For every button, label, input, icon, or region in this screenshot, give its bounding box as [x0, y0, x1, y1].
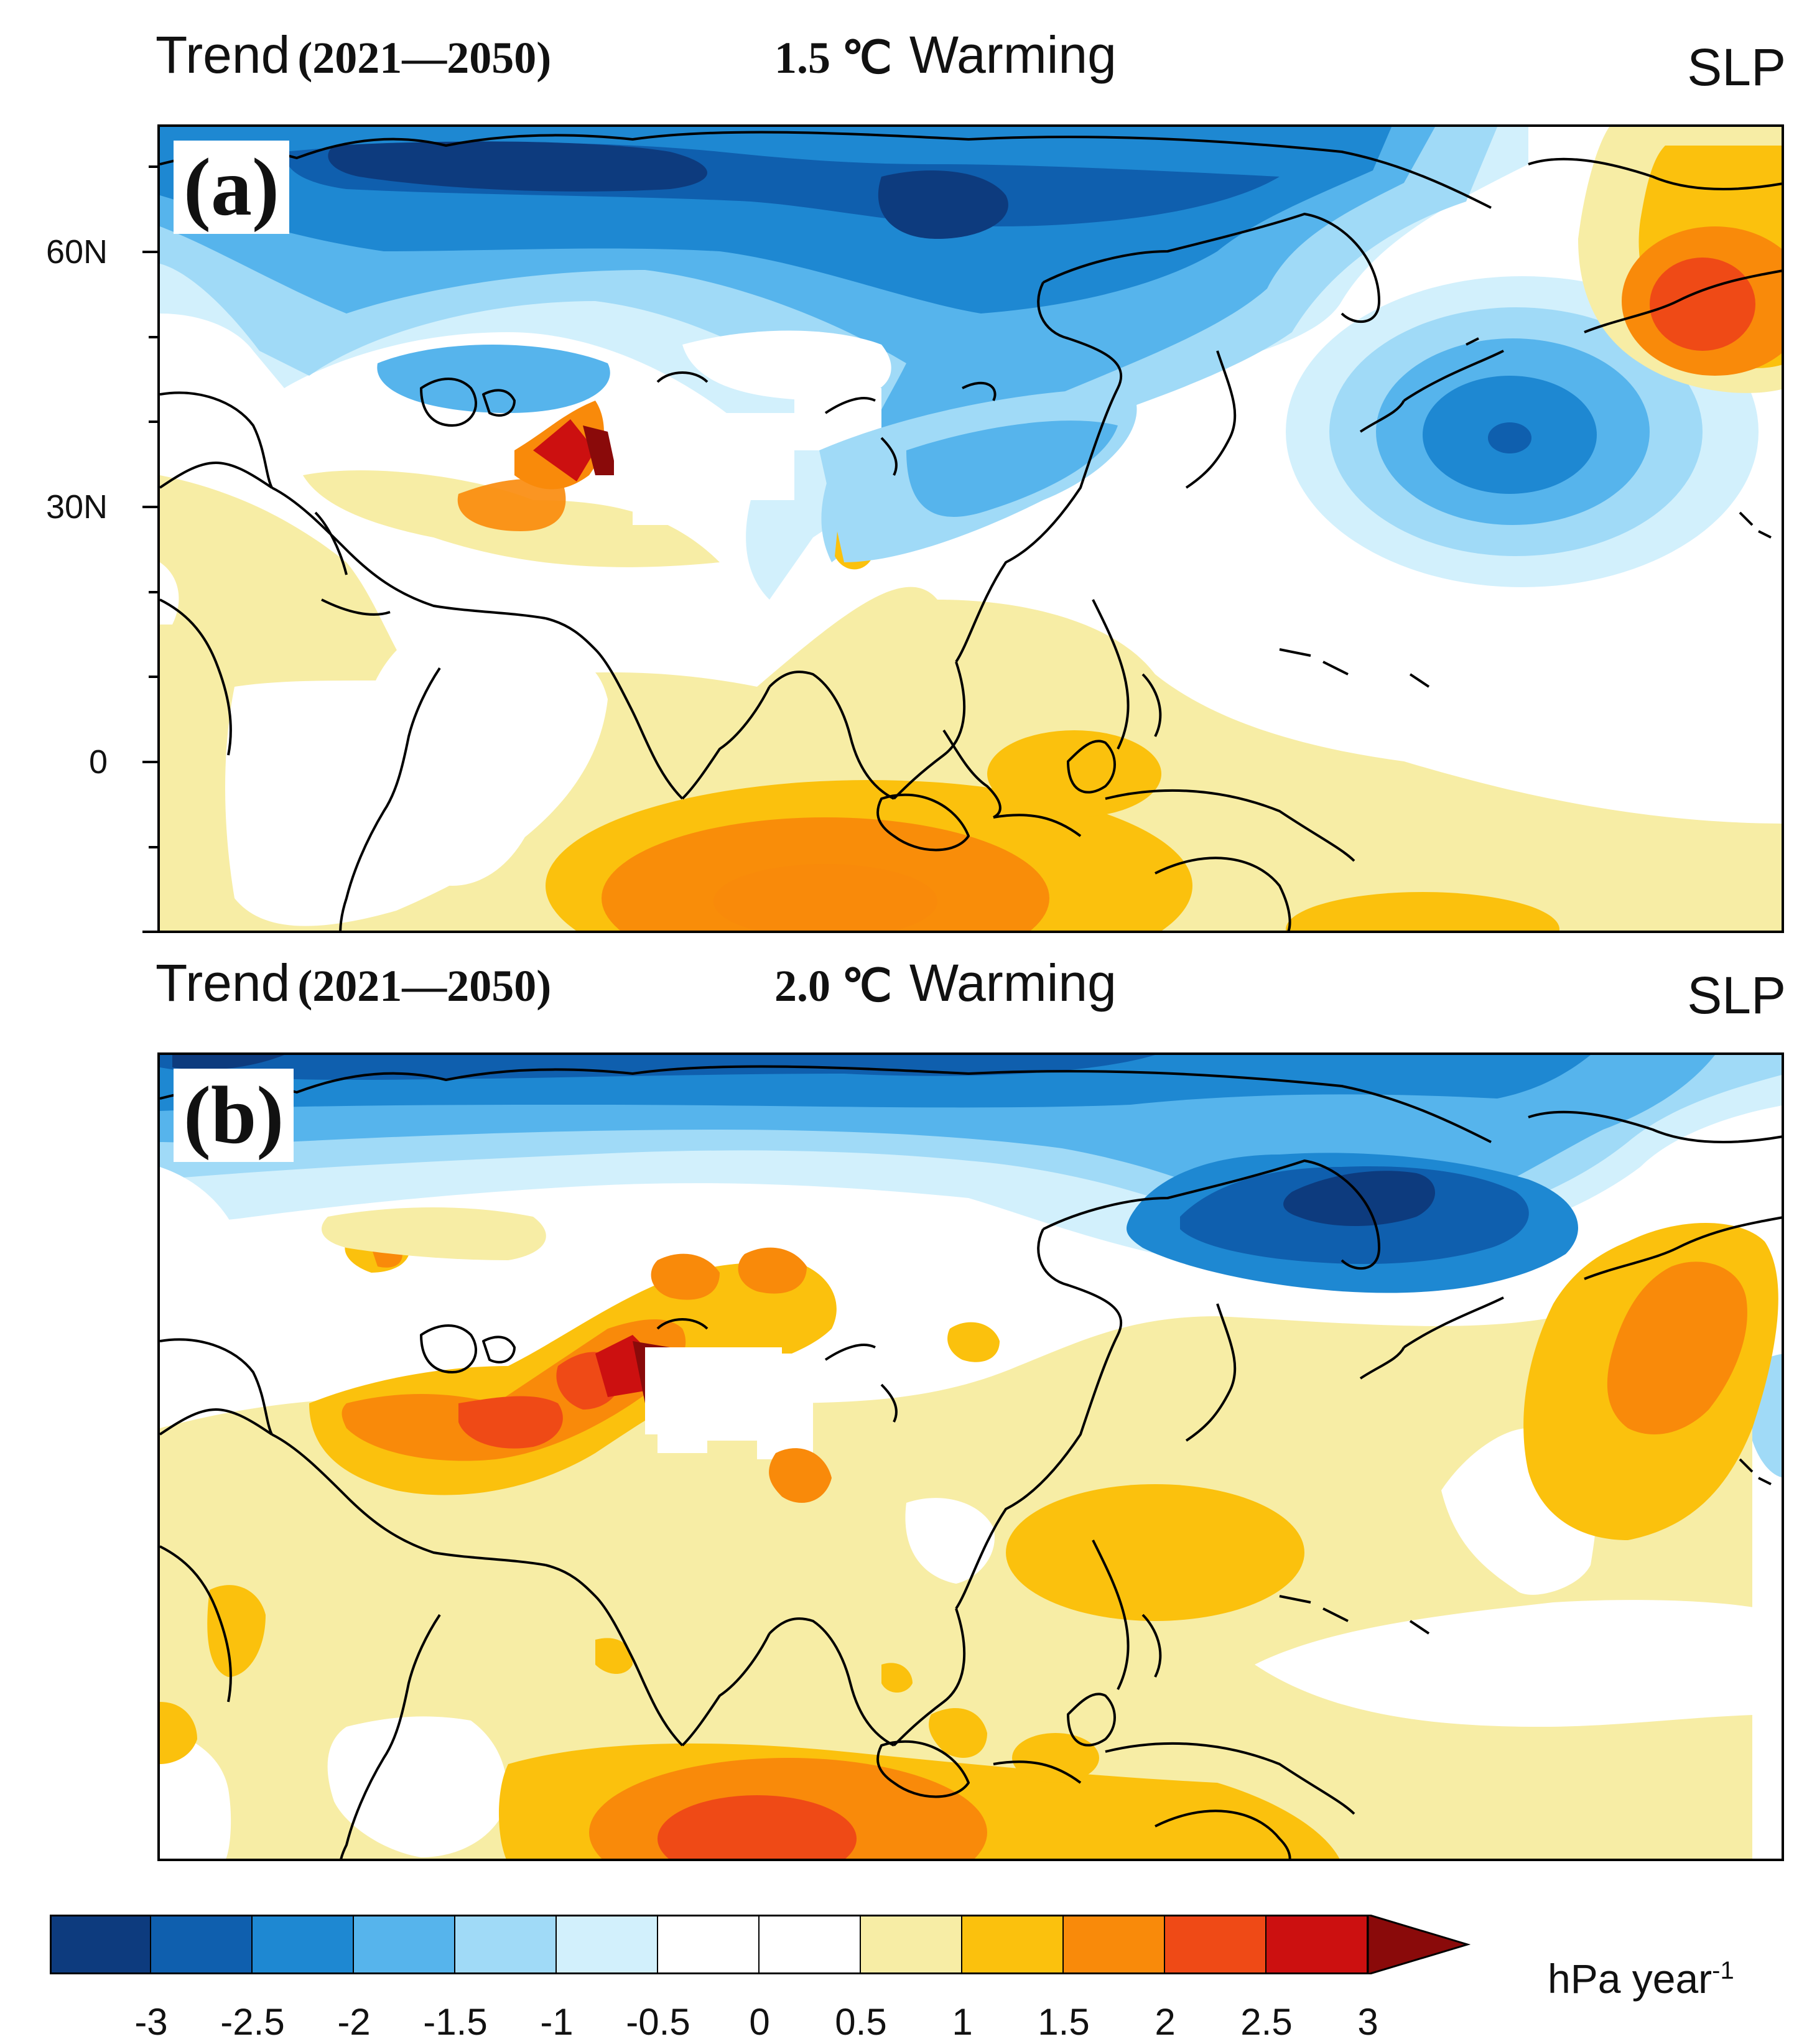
colorbar-swatch — [151, 1915, 253, 1974]
colorbar-swatch — [861, 1915, 962, 1974]
lat-label-60n: 60N — [45, 233, 108, 271]
colorbar-tick-label: 3 — [1357, 2001, 1378, 2043]
colorbar-swatch — [455, 1915, 557, 1974]
tick-minor — [149, 846, 157, 848]
tick-major — [142, 761, 157, 763]
colorbar-tick-label: -1 — [540, 2001, 574, 2043]
panel-a-field — [160, 127, 1782, 931]
colorbar-tick-label: -3 — [134, 2001, 168, 2043]
colorbar-tick-label: 1 — [952, 2001, 973, 2043]
panel-a-y-axis: 60N 30N 0 — [0, 124, 157, 933]
panel-b-title-left: Trend (2021—2050) — [156, 954, 552, 1012]
lat-label-0: 0 — [88, 743, 108, 781]
colorbar-swatch — [962, 1915, 1064, 1974]
colorbar-tick-label: 1.5 — [1038, 2001, 1090, 2043]
tick-minor — [149, 336, 157, 338]
panel-a-label: (a) — [174, 141, 289, 234]
tick-major — [142, 506, 157, 508]
tick-minor — [149, 165, 157, 168]
colorbar-swatch — [760, 1915, 861, 1974]
panel-a-header: Trend (2021—2050) 1.5 ℃ Warming SLP — [0, 24, 1817, 96]
tick-minor — [142, 931, 157, 933]
tick-minor — [149, 420, 157, 423]
panel-b-header: Trend (2021—2050) 2.0 ℃ Warming SLP — [0, 952, 1817, 1024]
colorbar-swatch — [354, 1915, 455, 1974]
tick-minor — [149, 676, 157, 678]
colorbar-tick-label: 0.5 — [835, 2001, 887, 2043]
colorbar-tick-label: -2.5 — [220, 2001, 285, 2043]
colorbar-swatch — [253, 1915, 354, 1974]
lat-label-30n: 30N — [45, 488, 108, 526]
panel-b-label: (b) — [174, 1069, 294, 1162]
panel-a-scenario: 1.5 ℃ Warming — [774, 26, 1117, 84]
panel-b-scenario: 2.0 ℃ Warming — [774, 954, 1117, 1012]
colorbar-swatch — [1064, 1915, 1165, 1974]
panel-a-map: (a) — [157, 124, 1784, 933]
panel-a-variable: SLP — [1687, 38, 1786, 96]
colorbar-frame — [50, 1915, 1369, 1974]
colorbar-tick-label: 0 — [749, 2001, 770, 2043]
colorbar-arrow — [1368, 1915, 1471, 1974]
panel-b-map: (b) — [157, 1052, 1784, 1861]
colorbar-tick-label: -2 — [337, 2001, 371, 2043]
colorbar-tick-label: 2 — [1155, 2001, 1176, 2043]
colorbar-tick-label: -0.5 — [626, 2001, 690, 2043]
tick-minor — [149, 591, 157, 593]
colorbar-units: hPa year-1 — [1548, 1956, 1734, 2002]
colorbar-swatch — [50, 1915, 151, 1974]
tick-major — [142, 251, 157, 253]
colorbar-swatch — [658, 1915, 760, 1974]
panel-a-title-left: Trend (2021—2050) — [156, 26, 552, 84]
colorbar-tick-label: -1.5 — [423, 2001, 488, 2043]
colorbar-tick-label: 2.5 — [1240, 2001, 1293, 2043]
colorbar-swatch — [557, 1915, 658, 1974]
panel-b-field — [160, 1055, 1782, 1859]
panel-b-variable: SLP — [1687, 966, 1786, 1024]
colorbar-swatch — [1165, 1915, 1266, 1974]
